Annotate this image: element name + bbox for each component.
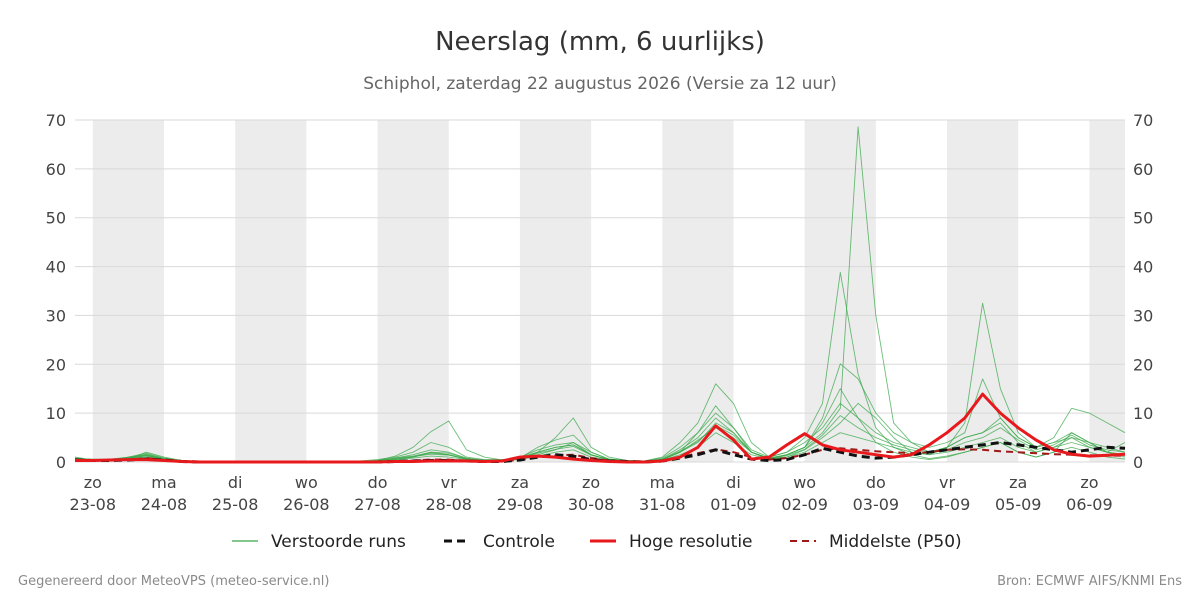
x-tick-date-label: 31-08 bbox=[639, 495, 686, 514]
x-tick-day-label: ma bbox=[650, 473, 675, 492]
shaded-day-band bbox=[662, 120, 734, 462]
footer-source: Bron: ECMWF AIFS/KNMI Ens bbox=[997, 574, 1182, 589]
y-tick-label-right: 50 bbox=[1133, 209, 1153, 228]
x-tick-day-label: ma bbox=[151, 473, 176, 492]
x-tick-date-label: 29-08 bbox=[497, 495, 544, 514]
legend-label: Verstoorde runs bbox=[271, 532, 406, 552]
y-tick-label-left: 10 bbox=[46, 404, 66, 423]
y-tick-label-right: 60 bbox=[1133, 160, 1153, 179]
shaded-day-band bbox=[1089, 120, 1125, 462]
y-axis-right: 0 10 20 30 40 50 60 70 bbox=[1133, 111, 1153, 472]
x-tick-date-label: 02-09 bbox=[781, 495, 828, 514]
y-tick-label-left: 30 bbox=[46, 306, 66, 325]
y-tick-label-right: 10 bbox=[1133, 404, 1153, 423]
main-series-lines bbox=[74, 392, 1126, 464]
legend-label: Controle bbox=[483, 532, 555, 552]
x-tick-date-label: 23-08 bbox=[70, 495, 117, 514]
x-axis: zo 23-08 ma 24-08 di 25-08 wo 26-08 do 27-08 vr 28-… bbox=[70, 473, 1113, 514]
x-tick-day-label: vr bbox=[441, 473, 457, 492]
y-tick-label-right: 70 bbox=[1133, 111, 1153, 130]
y-tick-label-right: 40 bbox=[1133, 258, 1153, 277]
x-tick-date-label: 05-09 bbox=[995, 495, 1042, 514]
y-tick-label-left: 50 bbox=[46, 209, 66, 228]
x-tick-day-label: do bbox=[866, 473, 886, 492]
x-tick-day-label: za bbox=[1009, 473, 1027, 492]
shaded-day-band bbox=[92, 120, 164, 462]
x-tick-day-label: zo bbox=[582, 473, 600, 492]
legend-item-controle: Controle bbox=[444, 532, 555, 552]
x-tick-day-label: zo bbox=[84, 473, 102, 492]
y-tick-label-left: 40 bbox=[46, 258, 66, 277]
x-tick-date-label: 26-08 bbox=[283, 495, 330, 514]
x-tick-day-label: wo bbox=[295, 473, 318, 492]
y-tick-label-right: 20 bbox=[1133, 355, 1153, 374]
y-tick-label-left: 0 bbox=[56, 453, 66, 472]
x-tick-date-label: 27-08 bbox=[354, 495, 401, 514]
legend-label: Hoge resolutie bbox=[629, 532, 753, 552]
shaded-day-band bbox=[947, 120, 1019, 462]
shaded-day-band bbox=[235, 120, 307, 462]
y-tick-label-left: 60 bbox=[46, 160, 66, 179]
x-tick-date-label: 25-08 bbox=[212, 495, 259, 514]
legend: Verstoorde runs Controle Hoge resolutie … bbox=[232, 532, 962, 552]
shaded-day-band bbox=[804, 120, 876, 462]
median-series-line bbox=[75, 447, 1125, 463]
weekend-shading bbox=[92, 120, 1125, 462]
y-tick-label-left: 20 bbox=[46, 355, 66, 374]
y-tick-label-left: 70 bbox=[46, 111, 66, 130]
hires-series-line bbox=[75, 392, 1126, 464]
legend-label: Middelste (P50) bbox=[829, 532, 962, 552]
y-tick-label-right: 30 bbox=[1133, 306, 1153, 325]
x-tick-day-label: di bbox=[726, 473, 741, 492]
x-tick-day-label: vr bbox=[939, 473, 955, 492]
x-tick-day-label: di bbox=[228, 473, 243, 492]
footer-generated-by: Gegenereerd door MeteoVPS (meteo-service… bbox=[18, 574, 329, 589]
x-tick-day-label: wo bbox=[793, 473, 816, 492]
shaded-day-band bbox=[519, 120, 592, 462]
y-axis-left: 0 10 20 30 40 50 60 70 bbox=[46, 111, 66, 472]
shaded-day-band bbox=[377, 120, 449, 462]
x-tick-day-label: zo bbox=[1080, 473, 1098, 492]
x-tick-day-label: do bbox=[368, 473, 388, 492]
legend-item-middelste-p50: Middelste (P50) bbox=[790, 532, 962, 552]
x-tick-date-label: 04-09 bbox=[924, 495, 971, 514]
chart-title: Neerslag (mm, 6 uurlijks) bbox=[435, 27, 765, 57]
x-tick-date-label: 06-09 bbox=[1066, 495, 1113, 514]
y-tick-label-right: 0 bbox=[1133, 453, 1143, 472]
x-tick-date-label: 28-08 bbox=[425, 495, 472, 514]
legend-item-hoge-resolutie: Hoge resolutie bbox=[590, 532, 753, 552]
x-tick-date-label: 24-08 bbox=[141, 495, 188, 514]
x-tick-date-label: 03-09 bbox=[853, 495, 900, 514]
chart-subtitle: Schiphol, zaterdag 22 augustus 2026 (Ver… bbox=[363, 74, 837, 94]
x-tick-day-label: za bbox=[511, 473, 529, 492]
x-tick-date-label: 30-08 bbox=[568, 495, 615, 514]
x-tick-date-label: 01-09 bbox=[710, 495, 757, 514]
legend-item-verstoorde-runs: Verstoorde runs bbox=[232, 532, 406, 552]
